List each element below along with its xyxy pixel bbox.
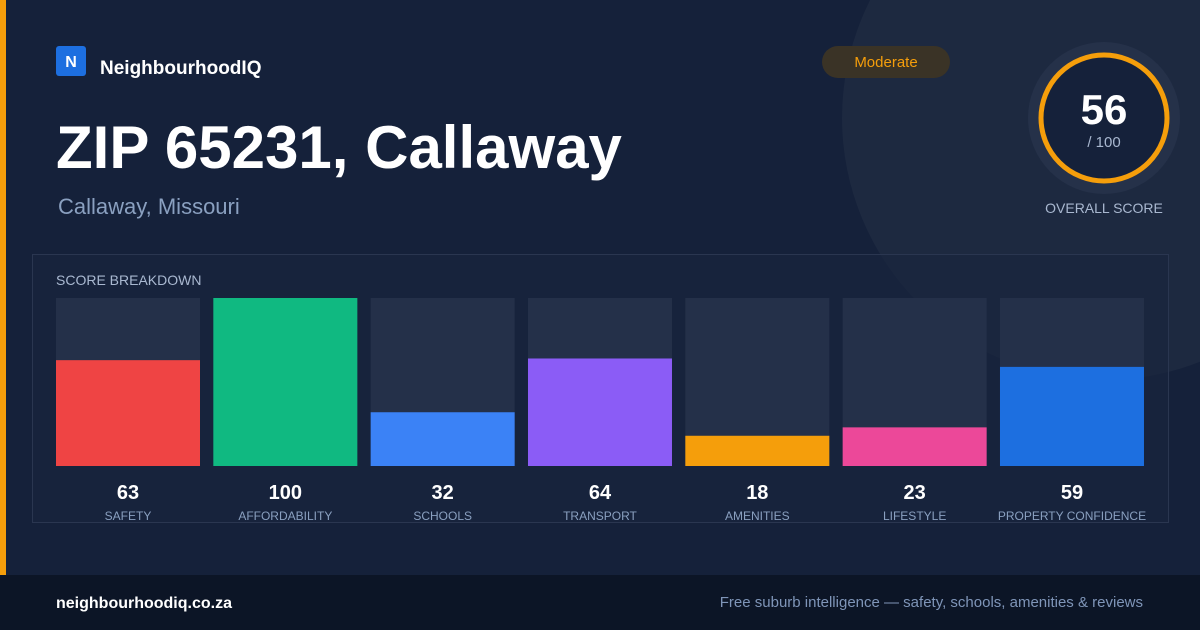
value-label: 63 <box>117 482 139 504</box>
bar <box>685 435 830 466</box>
bar <box>999 366 1144 466</box>
value-label: 32 <box>432 482 454 504</box>
category-label: AMENITIES <box>725 509 790 523</box>
category-label: SCHOOLS <box>413 509 472 523</box>
value-label: 18 <box>746 482 768 504</box>
category-label: PROPERTY CONFIDENCE <box>998 509 1146 523</box>
bar <box>213 298 358 466</box>
footer-site: neighbourhoodiq.co.za <box>56 595 232 612</box>
value-label: 59 <box>1061 482 1083 504</box>
category-label: AFFORDABILITY <box>238 509 332 523</box>
title: ZIP 65231, Callaway <box>56 114 623 181</box>
footer-tagline: Free suburb intelligence — safety, schoo… <box>720 594 1143 611</box>
bar <box>527 358 672 466</box>
subtitle: Callaway, Missouri <box>58 194 240 219</box>
gauge-ring <box>1038 52 1170 184</box>
footer <box>0 575 1200 630</box>
chart-title: SCORE BREAKDOWN <box>56 272 201 288</box>
bar <box>370 412 515 466</box>
bar <box>56 360 200 466</box>
logo <box>56 46 86 76</box>
badge <box>822 46 950 78</box>
bar <box>842 427 987 466</box>
category-label: TRANSPORT <box>563 509 637 523</box>
score-label: OVERALL SCORE <box>1045 200 1163 216</box>
logo-letter: N <box>65 54 77 71</box>
value-label: 23 <box>904 482 926 504</box>
score-max: / 100 <box>1087 134 1120 151</box>
score-value: 56 <box>1081 86 1128 133</box>
value-label: 100 <box>269 482 302 504</box>
category-label: LIFESTYLE <box>883 509 946 523</box>
badge-text: Moderate <box>854 54 917 71</box>
bars: 63 SAFETY 100 AFFORDABILITY 32 SCHOOLS 64 TRANS… <box>56 298 1146 523</box>
category-label: SAFETY <box>105 509 152 523</box>
brand-name: NeighbourhoodIQ <box>100 58 261 79</box>
accent-stripe <box>0 0 6 575</box>
value-label: 64 <box>589 482 612 504</box>
